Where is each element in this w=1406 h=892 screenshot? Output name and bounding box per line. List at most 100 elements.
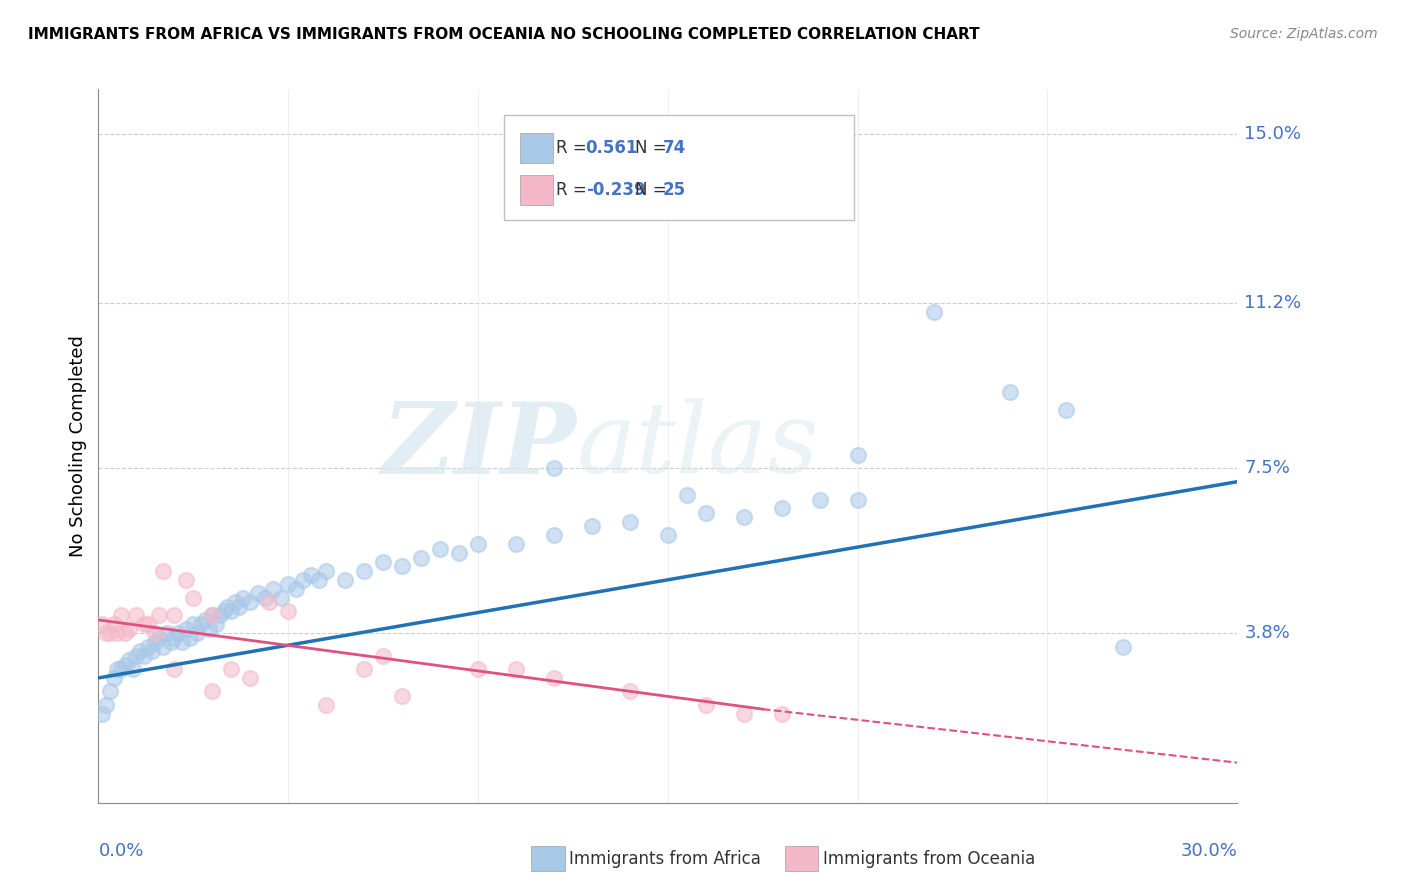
Point	[543, 671, 565, 685]
Point	[232, 591, 254, 605]
Point	[733, 706, 755, 721]
Point	[205, 617, 228, 632]
Point	[224, 595, 246, 609]
Point	[770, 706, 793, 721]
Point	[619, 515, 641, 529]
Point	[239, 595, 262, 609]
Point	[543, 461, 565, 475]
Point	[353, 564, 375, 578]
Point	[217, 599, 239, 614]
Point	[91, 706, 114, 721]
Point	[197, 622, 219, 636]
Point	[277, 577, 299, 591]
Point	[125, 608, 148, 623]
Point	[163, 662, 186, 676]
Point	[129, 644, 152, 658]
Point	[299, 568, 322, 582]
Point	[163, 631, 186, 645]
Point	[254, 591, 277, 605]
Point	[467, 662, 489, 676]
Point	[239, 671, 262, 685]
Text: 30.0%: 30.0%	[1181, 842, 1237, 860]
Point	[228, 599, 250, 614]
Point	[259, 595, 281, 609]
Point	[262, 582, 284, 596]
Point	[179, 631, 201, 645]
Point	[619, 684, 641, 698]
Point	[91, 617, 114, 632]
Text: -0.239: -0.239	[586, 181, 645, 199]
Point	[1056, 403, 1078, 417]
Point	[103, 617, 125, 632]
Point	[110, 608, 132, 623]
Point	[1112, 640, 1135, 654]
Point	[246, 586, 269, 600]
Point	[315, 698, 337, 712]
Point	[186, 626, 208, 640]
Point	[94, 626, 117, 640]
Point	[429, 541, 451, 556]
Point	[676, 488, 699, 502]
Point	[212, 604, 235, 618]
Point	[152, 640, 174, 654]
Point	[467, 537, 489, 551]
Text: N =: N =	[636, 181, 666, 199]
Point	[208, 608, 231, 623]
Point	[114, 626, 136, 640]
Text: N =: N =	[636, 139, 666, 157]
Point	[167, 626, 190, 640]
Point	[190, 617, 212, 632]
Point	[371, 555, 394, 569]
Point	[194, 613, 217, 627]
Point	[315, 564, 337, 578]
Point	[136, 640, 159, 654]
Text: 7.5%: 7.5%	[1244, 459, 1291, 477]
Point	[156, 626, 179, 640]
Text: atlas: atlas	[576, 399, 820, 493]
Point	[110, 662, 132, 676]
Point	[371, 648, 394, 663]
Point	[163, 608, 186, 623]
Point	[846, 492, 869, 507]
Point	[391, 559, 413, 574]
Point	[353, 662, 375, 676]
Point	[98, 684, 121, 698]
Point	[292, 573, 315, 587]
Text: Immigrants from Oceania: Immigrants from Oceania	[823, 849, 1035, 868]
Point	[733, 510, 755, 524]
Point	[335, 573, 357, 587]
Text: 11.2%: 11.2%	[1244, 294, 1302, 312]
Point	[132, 617, 155, 632]
Point	[103, 671, 125, 685]
Y-axis label: No Schooling Completed: No Schooling Completed	[69, 335, 87, 557]
Point	[657, 528, 679, 542]
Text: 0.561: 0.561	[586, 139, 638, 157]
Point	[107, 662, 129, 676]
Text: R =: R =	[557, 139, 586, 157]
Text: 0.0%: 0.0%	[98, 842, 143, 860]
Point	[505, 662, 527, 676]
Point	[148, 631, 170, 645]
Point	[94, 698, 117, 712]
Point	[449, 546, 471, 560]
Point	[411, 550, 433, 565]
Point	[221, 662, 243, 676]
Point	[695, 698, 717, 712]
Point	[159, 635, 181, 649]
Point	[846, 448, 869, 462]
Point	[148, 608, 170, 623]
Point	[114, 657, 136, 672]
Point	[270, 591, 292, 605]
Point	[107, 626, 129, 640]
Point	[277, 604, 299, 618]
Point	[808, 492, 831, 507]
Text: ZIP: ZIP	[382, 398, 576, 494]
Text: R =: R =	[557, 181, 586, 199]
Text: IMMIGRANTS FROM AFRICA VS IMMIGRANTS FROM OCEANIA NO SCHOOLING COMPLETED CORRELA: IMMIGRANTS FROM AFRICA VS IMMIGRANTS FRO…	[28, 27, 980, 42]
Point	[183, 591, 205, 605]
Point	[922, 305, 945, 319]
Point	[201, 608, 224, 623]
Point	[141, 644, 163, 658]
Text: 25: 25	[664, 181, 686, 199]
Point	[998, 385, 1021, 400]
